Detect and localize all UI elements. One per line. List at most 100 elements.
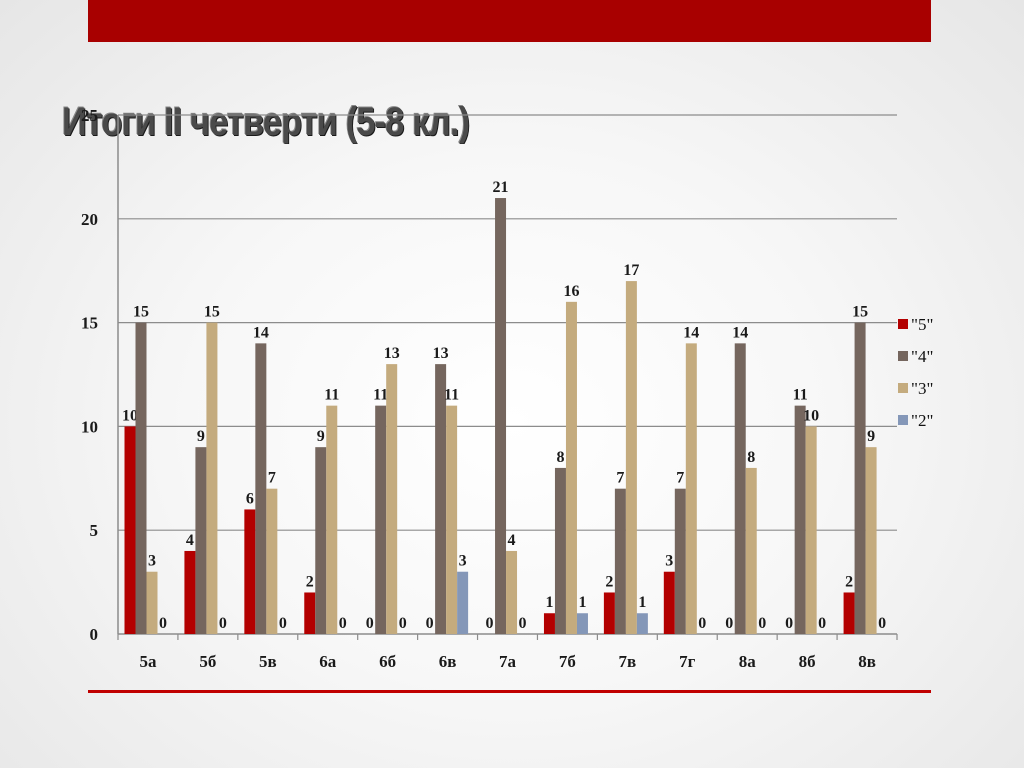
data-label-6б-series-2: 11: [373, 387, 388, 404]
data-label-5б-series-4: 0: [219, 615, 227, 632]
data-label-7г-series-2: 7: [676, 470, 684, 487]
data-label-7б-series-3: 16: [563, 283, 579, 300]
data-label-7в-series-3: 17: [623, 262, 639, 279]
data-label-7в-series-1: 2: [605, 573, 613, 590]
data-label-7в-series-4: 1: [638, 594, 646, 611]
y-tick-label-15: 15: [81, 314, 98, 333]
data-label-7г-series-3: 14: [683, 324, 699, 341]
y-tick-label-25: 25: [81, 106, 98, 125]
data-label-7а-series-2: 21: [493, 179, 509, 196]
x-tick-label-5б: 5б: [199, 652, 216, 671]
data-label-5в-series-1: 6: [246, 490, 254, 507]
x-tick-label-8в: 8в: [858, 652, 876, 671]
data-label-5б-series-3: 15: [204, 304, 220, 321]
bar-6в-series-4: [457, 571, 469, 634]
data-label-6а-series-1: 2: [306, 573, 314, 590]
bar-8в-series-3: [865, 447, 877, 634]
legend-label-series-1: "5": [911, 315, 933, 334]
data-label-5а-series-1: 10: [122, 407, 138, 424]
data-label-5б-series-2: 9: [197, 428, 205, 445]
bar-7а-series-2: [495, 198, 507, 635]
bar-5б-series-1: [184, 550, 196, 634]
data-label-5а-series-3: 3: [148, 553, 156, 570]
bar-7г-series-2: [674, 488, 686, 634]
x-tick-label-7б: 7б: [559, 652, 576, 671]
data-label-5а-series-2: 15: [133, 304, 149, 321]
x-tick-label-6б: 6б: [379, 652, 396, 671]
bar-5в-series-1: [244, 509, 256, 634]
bar-7б-series-1: [543, 613, 555, 634]
bar-7а-series-3: [506, 550, 518, 634]
bar-7б-series-2: [554, 467, 566, 634]
data-label-7в-series-2: 7: [616, 470, 624, 487]
bar-7в-series-1: [603, 592, 615, 634]
legend-label-series-4: "2": [911, 411, 933, 430]
data-label-7а-series-1: 0: [486, 615, 494, 632]
data-label-8в-series-2: 15: [852, 304, 868, 321]
bar-6а-series-2: [315, 447, 327, 634]
data-label-6а-series-4: 0: [339, 615, 347, 632]
bar-7в-series-2: [614, 488, 626, 634]
data-label-7г-series-4: 0: [698, 615, 706, 632]
slide-title: Итоги II четверти (5-8 кл.): [62, 100, 470, 144]
bar-8а-series-3: [745, 467, 757, 634]
data-label-6б-series-1: 0: [366, 615, 374, 632]
data-label-6а-series-3: 11: [324, 387, 339, 404]
data-label-7а-series-4: 0: [519, 615, 527, 632]
data-label-8а-series-2: 14: [732, 324, 748, 341]
data-label-6а-series-2: 9: [317, 428, 325, 445]
x-tick-label-8б: 8б: [799, 652, 816, 671]
data-label-6в-series-1: 0: [426, 615, 434, 632]
bar-8а-series-2: [734, 343, 746, 634]
bar-7в-series-4: [636, 613, 648, 634]
data-label-6в-series-2: 13: [433, 345, 449, 362]
legend-label-series-3: "3": [911, 379, 933, 398]
bar-7б-series-4: [576, 613, 588, 634]
legend-swatch-series-2: [898, 351, 908, 361]
data-label-8б-series-1: 0: [785, 615, 793, 632]
bar-6а-series-1: [304, 592, 316, 634]
data-label-5б-series-1: 4: [186, 532, 194, 549]
data-label-7б-series-2: 8: [556, 449, 564, 466]
data-label-7б-series-1: 1: [545, 594, 553, 611]
data-label-6в-series-3: 11: [444, 387, 459, 404]
bar-5а-series-3: [146, 571, 158, 634]
bar-6а-series-3: [326, 405, 338, 634]
y-tick-label-0: 0: [90, 625, 99, 644]
data-label-8в-series-4: 0: [878, 615, 886, 632]
data-label-6б-series-3: 13: [384, 345, 400, 362]
x-tick-label-7г: 7г: [679, 652, 696, 671]
x-tick-label-6в: 6в: [439, 652, 457, 671]
data-label-6б-series-4: 0: [399, 615, 407, 632]
bottom-accent-line: [88, 690, 931, 693]
bar-7в-series-3: [625, 281, 637, 634]
y-tick-label-10: 10: [81, 417, 98, 436]
bar-8б-series-3: [805, 426, 817, 634]
bar-5б-series-2: [195, 447, 207, 634]
bar-6в-series-3: [446, 405, 458, 634]
legend-label-series-2: "4": [911, 347, 933, 366]
bar-7г-series-3: [685, 343, 697, 634]
bar-7б-series-3: [565, 301, 577, 634]
bar-6б-series-3: [386, 364, 398, 634]
x-tick-label-5а: 5а: [139, 652, 157, 671]
data-label-7а-series-3: 4: [508, 532, 516, 549]
data-label-8а-series-4: 0: [758, 615, 766, 632]
data-label-8б-series-2: 11: [793, 387, 808, 404]
top-accent-bar: [88, 0, 931, 42]
x-tick-label-6а: 6а: [319, 652, 337, 671]
data-label-8б-series-4: 0: [818, 615, 826, 632]
bar-6б-series-2: [375, 405, 387, 634]
bar-5а-series-2: [135, 322, 147, 634]
data-label-7б-series-4: 1: [578, 594, 586, 611]
data-label-8б-series-3: 10: [803, 407, 819, 424]
bar-6в-series-2: [435, 364, 447, 634]
data-label-5в-series-2: 14: [253, 324, 269, 341]
bar-8в-series-1: [843, 592, 855, 634]
data-label-6в-series-4: 3: [459, 553, 467, 570]
x-tick-label-7в: 7в: [619, 652, 637, 671]
x-tick-label-5в: 5в: [259, 652, 277, 671]
bar-5в-series-3: [266, 488, 278, 634]
bar-8в-series-2: [854, 322, 866, 634]
x-tick-label-7а: 7а: [499, 652, 517, 671]
